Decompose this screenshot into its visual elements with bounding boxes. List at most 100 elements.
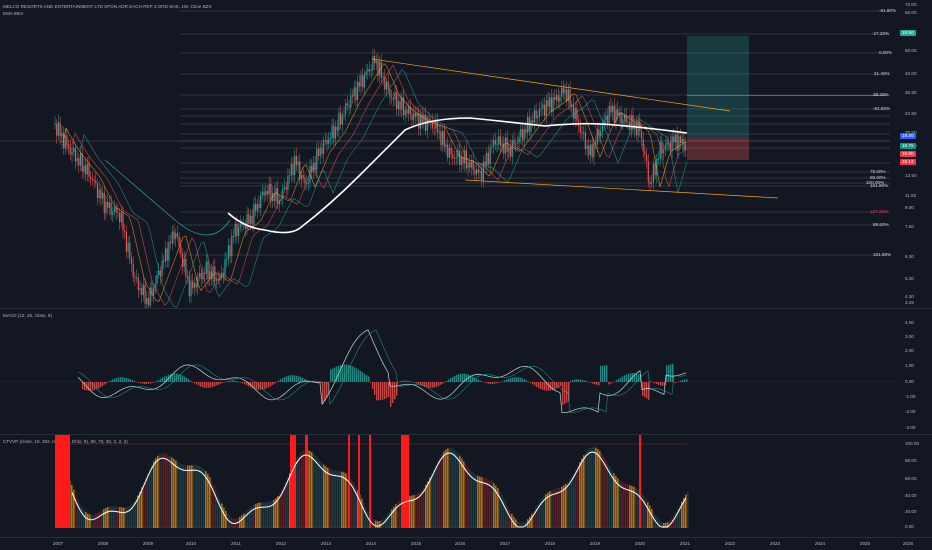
ctvp-bar bbox=[197, 465, 199, 528]
candle-body bbox=[83, 165, 85, 172]
ctvp-bar bbox=[243, 513, 245, 528]
candle-body bbox=[572, 104, 575, 119]
macd-histogram-bar bbox=[462, 373, 464, 382]
ctvp-bar bbox=[239, 516, 241, 528]
macd-histogram-bar bbox=[430, 382, 432, 388]
ctvp-bar bbox=[649, 505, 651, 528]
macd-histogram-bar bbox=[176, 373, 178, 382]
macd-histogram-bar bbox=[644, 382, 646, 398]
macd-histogram-bar bbox=[354, 367, 356, 382]
candle-body bbox=[283, 187, 286, 189]
ctvp-spike bbox=[358, 435, 360, 528]
macd-histogram-bar bbox=[358, 369, 360, 382]
macd-histogram-bar bbox=[588, 381, 590, 383]
ctvp-bar bbox=[593, 447, 595, 528]
macd-histogram-bar bbox=[596, 382, 598, 385]
macd-histogram-bar bbox=[450, 378, 452, 382]
candle-body bbox=[610, 106, 612, 113]
candle-body bbox=[459, 150, 461, 166]
ctvp-bar bbox=[177, 461, 179, 528]
ctvp-bar bbox=[411, 495, 413, 528]
candle-body bbox=[297, 161, 299, 166]
price-chart[interactable] bbox=[0, 0, 932, 308]
ctvp-bar bbox=[487, 479, 489, 528]
ctvp-bar bbox=[157, 455, 159, 528]
macd-chart[interactable] bbox=[0, 309, 932, 434]
candle-body bbox=[544, 104, 546, 116]
candle-body bbox=[119, 213, 121, 223]
macd-tick: 4.00 bbox=[905, 320, 914, 325]
price-pane[interactable]: MELCO RESORTS AND ENTERTAINMENT LTD SPON… bbox=[0, 0, 932, 308]
ctvp-chart[interactable] bbox=[0, 435, 932, 537]
candle-body bbox=[680, 136, 682, 144]
macd-histogram-bar bbox=[92, 382, 94, 391]
candle-body bbox=[462, 156, 464, 164]
macd-histogram-bar bbox=[684, 379, 686, 382]
ctvp-bar bbox=[131, 504, 133, 528]
candle-body bbox=[615, 109, 617, 123]
candle-body bbox=[307, 182, 309, 184]
fib-level-label: 161.80% bbox=[873, 252, 892, 257]
macd-histogram-bar bbox=[220, 382, 222, 384]
macd-histogram-bar bbox=[386, 382, 388, 399]
price-tick: 11.50 bbox=[905, 193, 917, 198]
candle-body bbox=[59, 122, 61, 137]
candle-body bbox=[511, 140, 513, 157]
candle-body bbox=[113, 207, 116, 212]
ctvp-bar bbox=[271, 500, 273, 528]
macd-histogram-bar bbox=[140, 382, 142, 384]
macd-legend[interactable]: MACD (12, 26, close, 9) bbox=[3, 313, 53, 318]
candle-body bbox=[226, 258, 228, 260]
macd-histogram-bar bbox=[592, 382, 594, 384]
ctvp-bar bbox=[653, 512, 655, 528]
pane-divider[interactable] bbox=[0, 434, 932, 435]
ctvp-bar bbox=[365, 507, 367, 528]
candle-body bbox=[598, 129, 600, 137]
macd-histogram-bar bbox=[498, 382, 500, 383]
candle-body bbox=[498, 136, 500, 144]
macd-pane[interactable]: MACD (12, 26, close, 9) bbox=[0, 309, 932, 434]
ctvp-bar bbox=[607, 463, 609, 528]
ctvp-pane[interactable]: CTVVP (close, 10, 252, HVR, 21, Ehlo, 9)… bbox=[0, 435, 932, 537]
macd-histogram-bar bbox=[676, 382, 678, 383]
candle-body bbox=[71, 151, 73, 155]
ctvp-bar bbox=[641, 493, 643, 528]
macd-histogram-bar bbox=[580, 379, 582, 382]
candle-body bbox=[591, 144, 593, 158]
ctvp-bar bbox=[283, 486, 285, 528]
candle-body bbox=[436, 119, 439, 133]
candle-body bbox=[632, 114, 634, 130]
price-tick: 9.00 bbox=[905, 205, 914, 210]
candle-body bbox=[175, 233, 177, 240]
candle-body bbox=[153, 288, 155, 296]
ctvp-bar bbox=[413, 495, 415, 528]
candle-body bbox=[477, 169, 479, 173]
fib-level-label: 21.40% bbox=[874, 71, 890, 76]
ctvp-bar bbox=[133, 501, 135, 528]
macd-histogram-bar bbox=[128, 378, 130, 382]
candle-body bbox=[642, 138, 644, 152]
candle-body bbox=[334, 126, 337, 139]
candle-body bbox=[231, 235, 233, 257]
candle-body bbox=[385, 81, 388, 90]
candle-body bbox=[161, 260, 163, 277]
ctvp-bar bbox=[225, 510, 227, 528]
pane-divider[interactable] bbox=[0, 308, 932, 309]
macd-histogram-bar bbox=[476, 378, 478, 382]
fib-level-label: 88.60% bbox=[873, 222, 889, 227]
macd-tick: -2.00 bbox=[905, 409, 916, 414]
time-tick: 2015 bbox=[410, 541, 422, 546]
candle-body bbox=[557, 95, 559, 102]
macd-histogram-bar bbox=[678, 381, 680, 382]
candle-body bbox=[566, 89, 568, 102]
candle-body bbox=[176, 233, 178, 237]
candle-body bbox=[244, 225, 246, 230]
ema-legend[interactable]: EMA 89ot bbox=[3, 11, 23, 16]
candle-body bbox=[537, 116, 539, 119]
macd-histogram-bar bbox=[156, 380, 158, 382]
ctvp-bar bbox=[363, 503, 365, 528]
ctvp-bar bbox=[479, 476, 481, 528]
time-tick: 2012 bbox=[275, 541, 287, 546]
time-tick: 2021 bbox=[679, 541, 691, 546]
macd-histogram-bar bbox=[294, 375, 296, 382]
